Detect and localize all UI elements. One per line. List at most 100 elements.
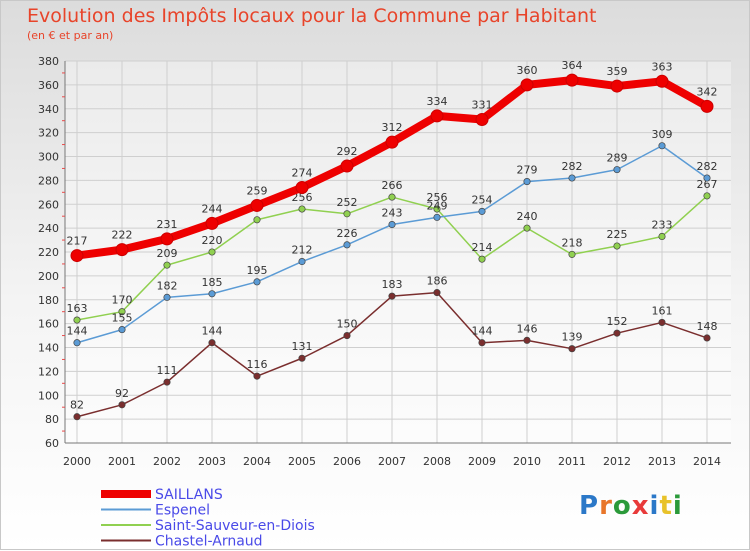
data-label: 111 <box>157 364 178 377</box>
data-point <box>115 243 129 257</box>
data-point <box>388 220 396 229</box>
data-label: 233 <box>652 218 673 231</box>
data-label: 312 <box>382 121 403 134</box>
y-tick-label: 380 <box>38 55 59 68</box>
data-label: 183 <box>382 278 403 291</box>
y-tick-label: 200 <box>38 270 59 283</box>
data-label: 240 <box>517 210 538 223</box>
data-label: 170 <box>112 294 133 307</box>
data-label: 195 <box>247 264 268 277</box>
logo-letter: o <box>612 491 632 521</box>
data-point <box>523 336 531 344</box>
data-point <box>343 241 351 249</box>
x-tick-label: 2004 <box>243 455 271 468</box>
data-point <box>118 326 126 334</box>
data-point <box>433 213 441 221</box>
data-point <box>478 255 486 263</box>
data-point <box>568 250 576 258</box>
data-point <box>433 289 441 297</box>
data-point <box>208 290 216 298</box>
data-label: 334 <box>427 95 448 108</box>
data-point <box>253 372 261 380</box>
data-label: 267 <box>697 178 718 191</box>
data-point <box>118 308 126 316</box>
data-label: 364 <box>562 59 583 72</box>
x-tick-label: 2007 <box>378 455 406 468</box>
y-tick-label: 60 <box>45 437 59 450</box>
data-point <box>388 292 396 300</box>
x-tick-label: 2001 <box>108 455 136 468</box>
y-tick-label: 240 <box>38 222 59 235</box>
data-label: 82 <box>70 399 84 412</box>
data-point <box>523 178 531 186</box>
data-label: 266 <box>382 179 403 192</box>
data-label: 274 <box>292 167 313 180</box>
data-point <box>523 224 531 232</box>
data-label: 259 <box>247 184 268 197</box>
y-tick-label: 320 <box>38 127 59 140</box>
data-point <box>73 316 81 324</box>
data-label: 209 <box>157 247 178 260</box>
data-point <box>565 73 579 87</box>
y-tick-label: 80 <box>45 413 59 426</box>
logo-letter: P <box>579 491 600 521</box>
data-point <box>703 192 711 200</box>
data-label: 163 <box>67 302 88 315</box>
data-point <box>658 142 666 150</box>
data-point <box>385 135 399 149</box>
data-point <box>295 181 309 195</box>
data-point <box>73 413 81 421</box>
data-point <box>433 205 441 213</box>
data-label: 155 <box>112 312 133 325</box>
data-point <box>73 339 81 347</box>
data-point <box>163 378 171 386</box>
data-point <box>658 232 666 241</box>
data-label: 131 <box>292 340 313 353</box>
x-tick-label: 2009 <box>468 455 496 468</box>
x-tick-label: 2000 <box>63 455 91 468</box>
data-point <box>475 112 489 126</box>
proxiti-logo: Proxiti <box>579 491 683 521</box>
data-label: 363 <box>652 60 673 73</box>
data-label: 289 <box>607 152 628 165</box>
x-tick-label: 2002 <box>153 455 181 468</box>
legend-label: Espenel <box>155 503 210 519</box>
data-point <box>250 198 264 212</box>
data-point <box>163 261 171 269</box>
y-tick-label: 180 <box>38 294 59 307</box>
data-label: 182 <box>157 279 178 292</box>
data-label: 116 <box>247 358 268 371</box>
data-label: 144 <box>202 325 223 338</box>
data-label: 254 <box>472 193 493 206</box>
y-tick-label: 360 <box>38 79 59 92</box>
data-label: 244 <box>202 202 223 215</box>
data-label: 279 <box>517 164 538 177</box>
data-label: 225 <box>607 228 628 241</box>
data-label: 144 <box>67 325 88 338</box>
data-label: 185 <box>202 276 223 289</box>
data-label: 218 <box>562 236 583 249</box>
data-point <box>298 257 306 266</box>
data-label: 139 <box>562 331 583 344</box>
data-label: 292 <box>337 145 358 158</box>
logo-letter: t <box>659 491 673 521</box>
data-label: 282 <box>697 160 718 173</box>
y-tick-label: 340 <box>38 103 59 116</box>
data-point <box>430 109 444 123</box>
data-point <box>388 193 396 201</box>
x-tick-label: 2008 <box>423 455 451 468</box>
x-tick-label: 2014 <box>693 455 721 468</box>
data-label: 309 <box>652 128 673 141</box>
data-label: 342 <box>697 85 718 98</box>
y-tick-label: 100 <box>38 389 59 402</box>
x-tick-label: 2013 <box>648 455 676 468</box>
chart-subtitle: (en € et par an) <box>27 29 114 42</box>
data-label: 256 <box>427 191 448 204</box>
x-tick-label: 2003 <box>198 455 226 468</box>
data-point <box>208 339 216 347</box>
data-label: 231 <box>157 218 178 231</box>
x-tick-label: 2011 <box>558 455 586 468</box>
data-point <box>703 334 711 342</box>
